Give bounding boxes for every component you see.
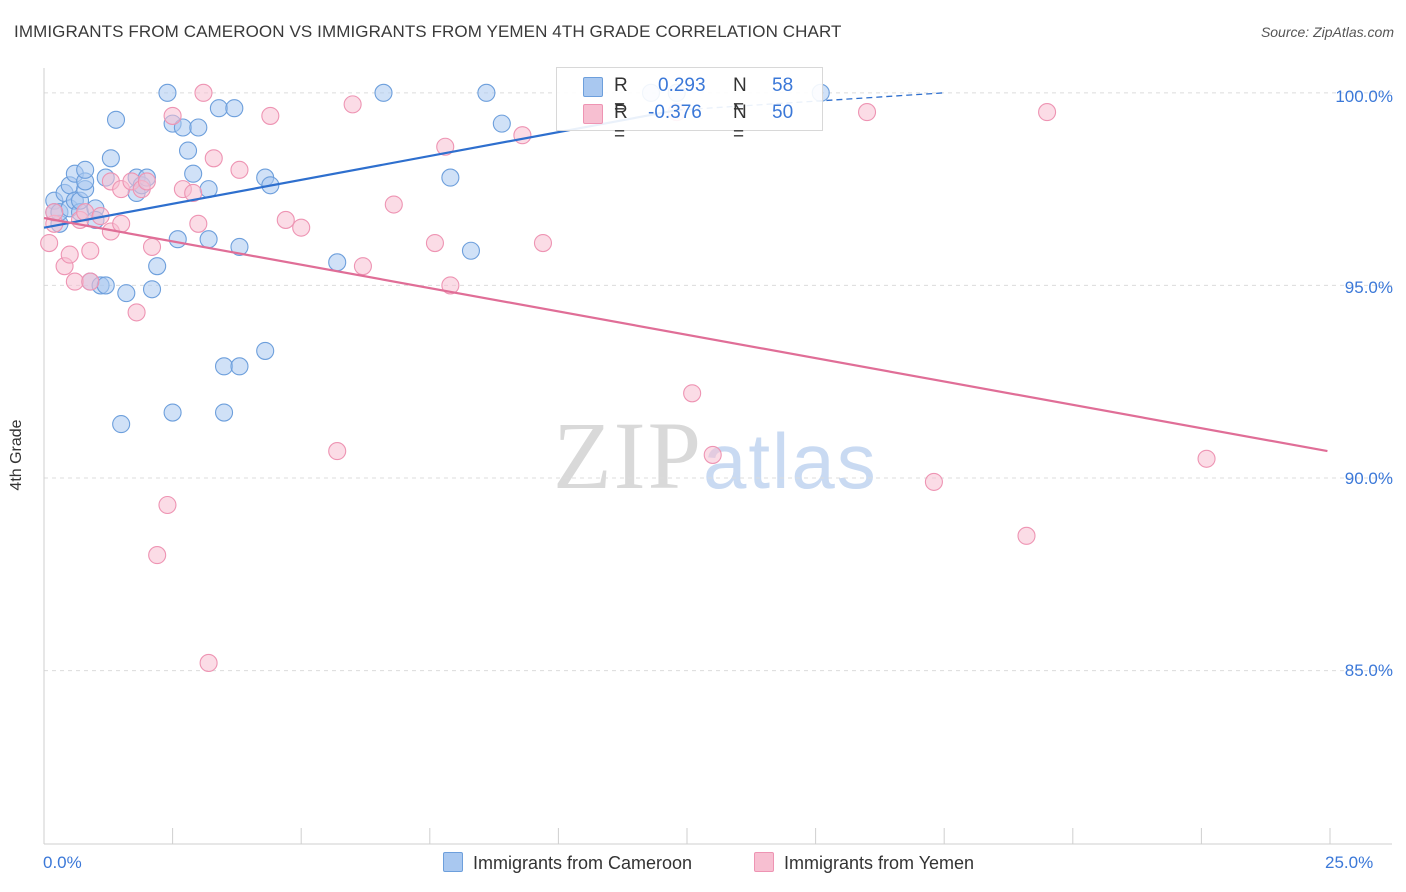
- cameroon-point: [158, 83, 177, 102]
- yemen-point: [230, 160, 249, 179]
- cameroon-point: [142, 280, 162, 299]
- yemen-point: [513, 126, 532, 145]
- yemen-point: [189, 214, 208, 233]
- yemen-point: [857, 103, 877, 122]
- cameroon-point: [441, 168, 460, 187]
- yemen-point: [441, 276, 460, 295]
- x-tick-max: 25.0%: [1325, 853, 1374, 872]
- cameroon-point: [184, 164, 203, 183]
- x-tick-min: 0.0%: [43, 853, 82, 872]
- chart-title: IMMIGRANTS FROM CAMEROON VS IMMIGRANTS F…: [14, 22, 842, 41]
- yemen-point: [436, 137, 455, 156]
- cameroon-point: [101, 149, 120, 168]
- cameroon-point: [106, 110, 126, 129]
- yemen-point: [683, 384, 702, 403]
- legend-n-label: N =: [733, 102, 747, 145]
- bottom-legend-label-cameroon: Immigrants from Cameroon: [473, 853, 693, 873]
- yemen-point: [60, 245, 79, 264]
- stats-legend: R = 0.293 N = 58 R = -0.376 N = 50: [556, 67, 823, 145]
- legend-r-label: R =: [614, 102, 628, 145]
- cameroon-point: [76, 160, 95, 179]
- yemen-point: [425, 234, 444, 253]
- source-label: Source: ZipAtlas.com: [1260, 24, 1394, 40]
- yemen-point: [65, 272, 84, 291]
- cameroon-point: [189, 118, 208, 137]
- bottom-legend-swatch-blue: [443, 852, 463, 872]
- bottom-legend-label-yemen: Immigrants from Yemen: [784, 853, 975, 873]
- cameroon-point: [96, 276, 115, 295]
- yemen-point: [40, 234, 59, 253]
- yemen-point: [353, 257, 372, 276]
- yemen-point: [112, 214, 131, 233]
- yemen-point: [81, 272, 100, 291]
- yemen-point: [328, 442, 347, 461]
- yemen-point: [384, 195, 403, 214]
- y-tick-100: 100.0%: [1335, 87, 1393, 106]
- cameroon-point: [199, 230, 218, 249]
- cameroon-point: [374, 83, 393, 102]
- bottom-legend-cameroon: Immigrants from Cameroon: [443, 852, 692, 874]
- cameroon-point: [328, 253, 347, 272]
- cameroon-point: [178, 141, 198, 160]
- cameroon-point: [256, 341, 275, 360]
- yemen-point: [703, 445, 722, 464]
- yemen-point: [199, 653, 218, 672]
- cameroon-point: [230, 237, 249, 256]
- yemen-point: [1017, 526, 1036, 545]
- legend-n-value-yemen: 50: [772, 102, 794, 123]
- cameroon-point: [230, 357, 249, 376]
- cameroon-point: [209, 99, 228, 118]
- yemen-trend-line: [43, 216, 1328, 453]
- legend-r-value-cameroon: 0.293: [658, 75, 706, 96]
- y-tick-85: 85.0%: [1344, 661, 1393, 680]
- cameroon-point: [461, 241, 481, 260]
- legend-swatch-pink: [583, 104, 603, 124]
- cameroon-point: [163, 403, 182, 422]
- cameroon-point: [477, 83, 496, 102]
- yemen-point: [292, 218, 311, 237]
- zipatlas-watermark: ZIPatlas: [553, 402, 878, 509]
- yemen-point: [127, 303, 146, 322]
- legend-r-value-yemen: -0.376: [648, 102, 702, 123]
- y-tick-90: 90.0%: [1344, 469, 1393, 488]
- legend-n-value-cameroon: 58: [772, 75, 794, 96]
- yemen-point: [137, 172, 156, 191]
- yemen-point: [142, 237, 162, 256]
- y-tick-95: 95.0%: [1344, 278, 1393, 297]
- yemen-point: [194, 83, 213, 102]
- legend-r-label: R =: [614, 75, 628, 118]
- yemen-point: [184, 183, 203, 203]
- yemen-point: [1038, 103, 1057, 122]
- bottom-legend-swatch-pink: [754, 852, 774, 872]
- cameroon-point: [225, 99, 244, 118]
- yemen-point: [148, 546, 167, 565]
- cameroon-point: [112, 415, 131, 434]
- yemen-point: [924, 472, 943, 491]
- yemen-point: [158, 495, 177, 515]
- legend-n-label: N =: [733, 75, 747, 118]
- yemen-point: [343, 95, 362, 114]
- cameroon-point: [168, 230, 187, 249]
- cameroon-point: [117, 284, 136, 303]
- legend-swatch-blue: [583, 77, 603, 97]
- yemen-point: [163, 106, 182, 125]
- yemen-point: [1197, 449, 1216, 468]
- yemen-point: [81, 241, 100, 260]
- yemen-point: [533, 234, 553, 253]
- bottom-legend-yemen: Immigrants from Yemen: [754, 852, 974, 874]
- yemen-point: [204, 149, 223, 168]
- yemen-point: [276, 210, 295, 229]
- cameroon-point: [214, 403, 234, 422]
- yemen-point: [261, 106, 280, 125]
- cameroon-point: [214, 357, 234, 376]
- cameroon-point: [148, 257, 167, 276]
- cameroon-point: [492, 114, 511, 133]
